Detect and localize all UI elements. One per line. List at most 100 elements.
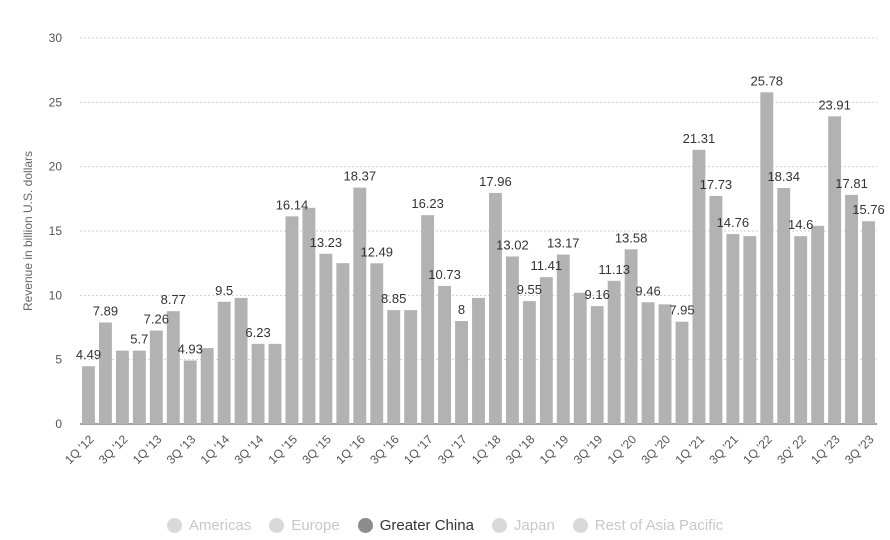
bar[interactable] (845, 194, 859, 424)
bar[interactable] (438, 285, 452, 424)
x-tick-label: 1Q '15 (265, 432, 300, 467)
x-tick-label: 1Q '18 (469, 432, 504, 467)
data-label: 5.7 (130, 332, 148, 347)
data-label: 10.73 (428, 267, 461, 282)
x-axis-ticks: 1Q '12 3Q '12 1Q '13 3Q '13 1Q '14 3Q '14 1Q '… (62, 432, 877, 467)
legend-dot-icon (166, 517, 182, 533)
y-tick-label: 0 (55, 417, 62, 431)
bar[interactable] (302, 207, 316, 424)
x-tick-label: 3Q '17 (435, 432, 470, 467)
bars (82, 92, 875, 424)
bar[interactable] (709, 195, 723, 424)
y-tick-label: 10 (49, 288, 63, 302)
x-tick-label: 3Q '18 (503, 432, 538, 467)
bar[interactable] (98, 322, 112, 424)
bar[interactable] (472, 297, 485, 424)
x-tick-label: 3Q '15 (299, 432, 334, 467)
x-tick-label: 3Q '14 (232, 432, 267, 467)
legend: Americas Europe Greater China Japan Rest of … (0, 514, 890, 536)
bar[interactable] (404, 310, 418, 424)
bar[interactable] (285, 216, 299, 424)
y-tick-label: 30 (49, 31, 63, 45)
legend-label: Europe (291, 516, 340, 534)
data-label: 8.85 (381, 291, 406, 306)
bar[interactable] (590, 306, 604, 424)
bar[interactable] (387, 310, 401, 424)
data-label: 4.49 (76, 347, 101, 362)
bar[interactable] (692, 149, 706, 424)
x-tick-label: 3Q '21 (706, 432, 741, 467)
bar[interactable] (743, 236, 757, 424)
x-tick-label: 3Q '12 (96, 432, 131, 467)
bar[interactable] (675, 321, 689, 424)
bar[interactable] (726, 234, 740, 424)
bar[interactable] (573, 292, 587, 424)
y-tick-label: 15 (49, 224, 63, 238)
y-axis-label: Revenue in billion U.S. dollars (21, 151, 35, 311)
x-tick-label: 1Q '13 (130, 432, 165, 467)
data-label: 17.81 (835, 176, 868, 191)
bar[interactable] (624, 249, 638, 424)
data-label: 17.96 (479, 174, 512, 189)
bar[interactable] (421, 215, 435, 424)
data-label: 7.26 (144, 312, 169, 327)
legend-item[interactable]: Greater China (357, 514, 474, 536)
legend-item[interactable]: Rest of Asia Pacific (572, 514, 723, 536)
x-tick-label: 1Q '19 (537, 432, 572, 467)
x-tick-label: 3Q '23 (842, 432, 877, 467)
legend-dot-icon (491, 517, 507, 533)
legend-item[interactable]: Japan (491, 514, 555, 536)
bar[interactable] (658, 304, 672, 424)
bar[interactable] (641, 302, 655, 424)
bar[interactable] (556, 254, 570, 424)
data-label: 11.41 (531, 258, 563, 273)
data-label: 9.55 (517, 282, 542, 297)
data-label: 9.46 (635, 283, 660, 298)
data-label: 17.73 (700, 177, 733, 192)
bar[interactable] (794, 236, 808, 424)
bar[interactable] (217, 301, 231, 424)
bar[interactable] (353, 187, 367, 424)
data-label: 13.17 (547, 236, 580, 251)
x-tick-label: 1Q '20 (605, 432, 640, 467)
bar[interactable] (234, 297, 248, 424)
bar[interactable] (336, 263, 350, 424)
bar[interactable] (539, 277, 553, 424)
bar[interactable] (268, 343, 282, 424)
x-tick-label: 1Q '17 (401, 432, 436, 467)
bar[interactable] (370, 263, 384, 424)
legend-dot-icon (357, 517, 373, 533)
legend-dot-icon (269, 517, 285, 533)
bar[interactable] (132, 350, 146, 424)
bar[interactable] (862, 221, 875, 424)
bar[interactable] (489, 192, 502, 424)
bar[interactable] (828, 116, 842, 424)
bar[interactable] (607, 280, 621, 424)
data-label: 21.31 (683, 131, 716, 146)
data-label: 9.5 (215, 283, 233, 298)
bar[interactable] (455, 321, 468, 424)
data-label: 14.6 (788, 217, 813, 232)
bar[interactable] (149, 330, 163, 424)
bar[interactable] (522, 301, 536, 424)
x-tick-label: 1Q '12 (62, 432, 97, 467)
bar[interactable] (760, 92, 774, 424)
x-tick-label: 1Q '23 (808, 432, 843, 467)
bar[interactable] (811, 225, 825, 424)
data-label: 13.23 (310, 235, 343, 250)
legend-dot-icon (572, 517, 588, 533)
legend-item[interactable]: Americas (166, 514, 251, 536)
data-labels: 4.49 7.89 5.7 7.26 8.77 4.93 9.5 6.23 16.14 13.23… (76, 73, 885, 362)
bar[interactable] (505, 256, 519, 424)
bar[interactable] (115, 350, 129, 424)
legend-label: Japan (513, 516, 555, 534)
bar[interactable] (319, 253, 333, 424)
bar[interactable] (82, 366, 95, 424)
bar[interactable] (200, 348, 214, 424)
bar[interactable] (251, 343, 265, 424)
bar[interactable] (166, 311, 180, 424)
legend-item[interactable]: Europe (269, 514, 340, 536)
bar[interactable] (183, 360, 197, 424)
bar[interactable] (777, 188, 791, 424)
